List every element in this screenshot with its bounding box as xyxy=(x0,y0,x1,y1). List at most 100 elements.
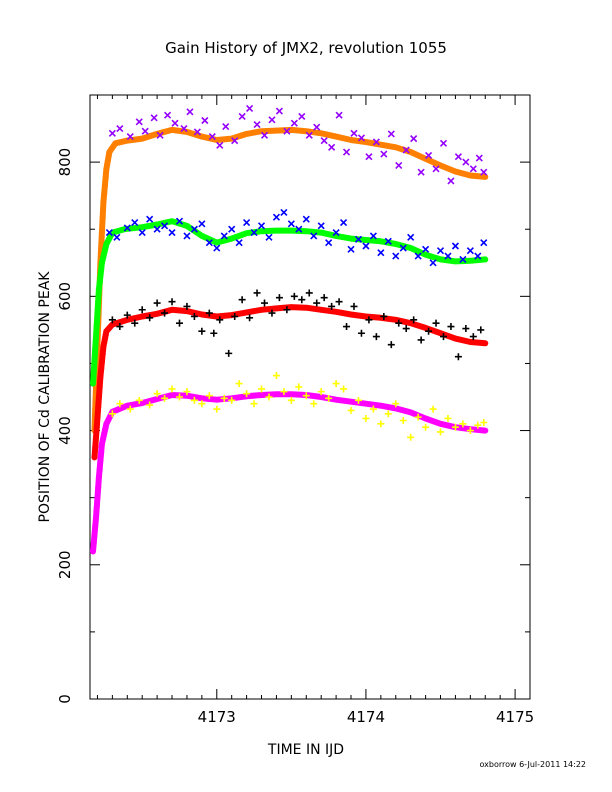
series-7-point xyxy=(302,392,310,400)
x-tick-label: 4175 xyxy=(496,708,534,726)
series-4-point xyxy=(92,444,99,451)
series-0-point xyxy=(102,174,109,181)
series-3-point xyxy=(347,245,355,253)
series-7-point xyxy=(161,394,169,402)
series-4-point xyxy=(96,383,103,390)
series-6-point xyxy=(103,420,110,427)
series-1-point xyxy=(395,161,403,170)
series-3-point xyxy=(161,222,169,230)
series-1-point xyxy=(350,129,358,137)
series-3-point xyxy=(474,252,482,260)
series-6-point xyxy=(92,523,99,530)
series-4-point xyxy=(98,366,105,373)
series-3-point xyxy=(339,218,348,227)
series-3-point xyxy=(287,220,295,228)
series-1-point xyxy=(163,111,172,119)
y-tick-label: 800 xyxy=(56,148,74,177)
series-5-point xyxy=(454,353,462,361)
series-4-point xyxy=(102,332,109,339)
series-1-point xyxy=(372,138,380,146)
series-7-point xyxy=(213,405,221,413)
series-5-point xyxy=(108,316,116,324)
footer-credit: oxborrow 6-Jul-2011 14:22 xyxy=(479,760,586,769)
series-7-point xyxy=(325,394,333,402)
series-3-point xyxy=(451,242,459,250)
series-7-point xyxy=(480,419,488,427)
series-1-point xyxy=(462,158,470,166)
series-7-point xyxy=(116,400,124,408)
series-7-point xyxy=(183,388,191,396)
series-5 xyxy=(108,289,485,361)
series-3-point xyxy=(354,235,363,243)
series-3-point xyxy=(332,229,340,237)
series-2-point xyxy=(95,298,102,305)
series-5-point xyxy=(305,289,313,297)
series-5-point xyxy=(402,325,410,333)
series-7-point xyxy=(243,390,251,398)
series-6-point xyxy=(93,504,100,511)
series-7-point xyxy=(295,383,303,391)
series-1-point xyxy=(156,131,164,139)
series-7-point xyxy=(235,380,243,388)
series-3-point xyxy=(399,244,407,252)
series-1-point xyxy=(222,122,230,131)
series-3-point xyxy=(414,252,422,260)
series-7-point xyxy=(310,400,318,408)
series-7-point xyxy=(444,414,452,422)
series-5-point xyxy=(477,326,485,334)
series-7-point xyxy=(429,405,437,413)
series-2-curve xyxy=(90,218,489,387)
series-1-point xyxy=(380,150,388,158)
series-5-point xyxy=(261,299,269,307)
series-1-point xyxy=(260,131,269,139)
series-0-point xyxy=(101,182,108,189)
series-1-point xyxy=(454,153,462,161)
series-1-point xyxy=(402,146,410,154)
series-5-point xyxy=(365,316,373,324)
series-3-point xyxy=(362,242,370,250)
series-2-point xyxy=(101,250,108,257)
series-7-point xyxy=(168,385,176,393)
series-3-point xyxy=(459,255,467,263)
series-5-point xyxy=(231,312,239,320)
series-6 xyxy=(89,391,489,555)
series-4-point xyxy=(98,358,105,365)
series-0-curve xyxy=(91,126,489,434)
series-7-point xyxy=(146,401,154,409)
series-2-point xyxy=(96,279,103,286)
series-5-point xyxy=(290,292,298,300)
series-7 xyxy=(108,372,488,441)
series-2-point xyxy=(102,245,109,252)
series-1-point xyxy=(186,108,194,116)
series-2-point xyxy=(94,310,101,317)
series-7-point xyxy=(466,427,474,435)
series-5-point xyxy=(116,323,124,331)
series-3-point xyxy=(146,215,154,223)
series-4 xyxy=(91,304,489,461)
series-7-point xyxy=(340,385,348,393)
series-3-point xyxy=(466,247,474,255)
series-6-point xyxy=(102,425,109,432)
series-5-point xyxy=(216,316,224,324)
series-5-point xyxy=(246,314,254,322)
series-7-point xyxy=(414,413,422,421)
series-3-point xyxy=(113,233,121,241)
series-1-point xyxy=(425,151,433,159)
series-1-point xyxy=(275,107,283,115)
series-7-point xyxy=(407,433,415,441)
series-1-point xyxy=(365,153,373,161)
series-6-point xyxy=(91,531,98,538)
series-2-point xyxy=(97,273,104,280)
series-7-point xyxy=(228,396,236,404)
series-7-point xyxy=(126,405,134,413)
series-6-point xyxy=(89,548,96,555)
series-1-point xyxy=(171,119,179,127)
series-5-point xyxy=(205,309,213,317)
series-3-point xyxy=(175,217,184,225)
series-5-point xyxy=(425,327,433,335)
series-0-point xyxy=(98,229,105,236)
series-7-point xyxy=(347,406,355,414)
series-3-point xyxy=(429,259,437,267)
series-5-point xyxy=(190,312,198,320)
series-4-point xyxy=(93,424,100,431)
